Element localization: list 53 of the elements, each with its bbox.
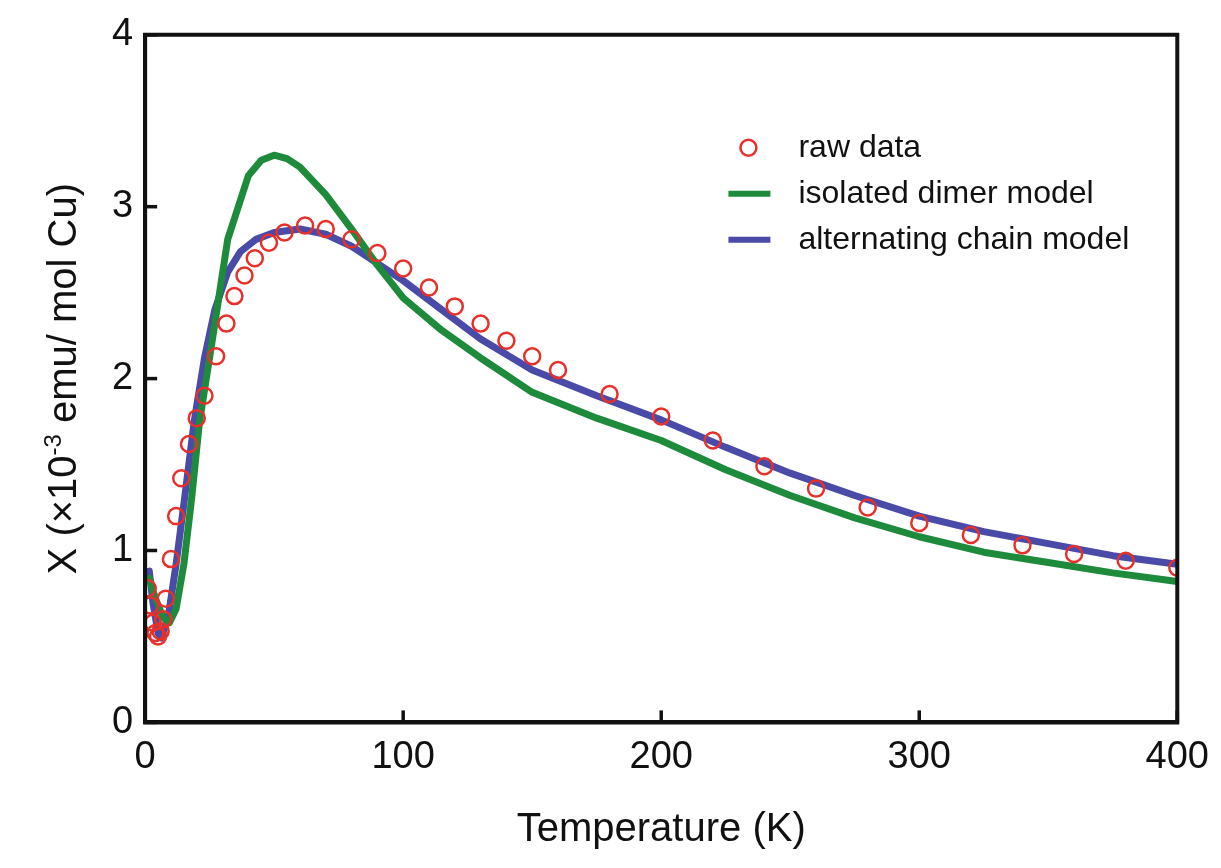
point — [172, 469, 191, 488]
point — [151, 622, 170, 641]
y-tick-label: 2 — [111, 355, 134, 398]
point — [195, 386, 214, 406]
point — [156, 589, 176, 608]
point — [651, 407, 671, 426]
point — [148, 627, 168, 646]
point — [342, 230, 361, 249]
legend-label: isolated dimer model — [798, 173, 1094, 210]
x-tick-label: 300 — [887, 733, 951, 776]
point — [235, 266, 254, 285]
y-tick-label: 1 — [111, 526, 134, 569]
point — [522, 347, 542, 366]
point — [961, 525, 981, 545]
x-axis-title: Temperature (K) — [516, 805, 806, 850]
point — [1116, 551, 1135, 571]
point — [316, 219, 336, 239]
point — [703, 431, 723, 450]
y-tick-label: 4 — [111, 11, 134, 54]
point — [600, 384, 619, 404]
point — [179, 434, 199, 454]
point — [146, 623, 165, 643]
point — [419, 278, 439, 297]
point — [1013, 536, 1032, 555]
x-tick-label: 100 — [371, 733, 435, 776]
x-tick-label: 200 — [629, 733, 693, 776]
y-tick-label: 0 — [111, 698, 134, 741]
point — [471, 314, 490, 333]
x-tick-label: 400 — [1145, 733, 1209, 776]
point — [259, 233, 279, 253]
point — [187, 408, 206, 428]
point — [548, 360, 568, 380]
point — [206, 347, 226, 366]
point — [295, 216, 315, 235]
y-tick-label: 3 — [111, 183, 134, 226]
point — [497, 331, 516, 351]
point — [153, 610, 173, 629]
point — [1064, 544, 1084, 564]
point — [445, 297, 465, 316]
point — [225, 286, 244, 306]
point — [393, 259, 413, 278]
legend-label: raw data — [798, 127, 922, 164]
point — [910, 513, 929, 533]
point — [245, 249, 265, 268]
point — [161, 549, 181, 569]
point — [858, 498, 877, 517]
legend-label: alternating chain model — [798, 219, 1130, 256]
point — [217, 314, 236, 333]
point — [275, 223, 294, 242]
point — [755, 457, 774, 476]
point — [166, 506, 186, 526]
point — [806, 479, 826, 498]
point — [368, 243, 387, 263]
